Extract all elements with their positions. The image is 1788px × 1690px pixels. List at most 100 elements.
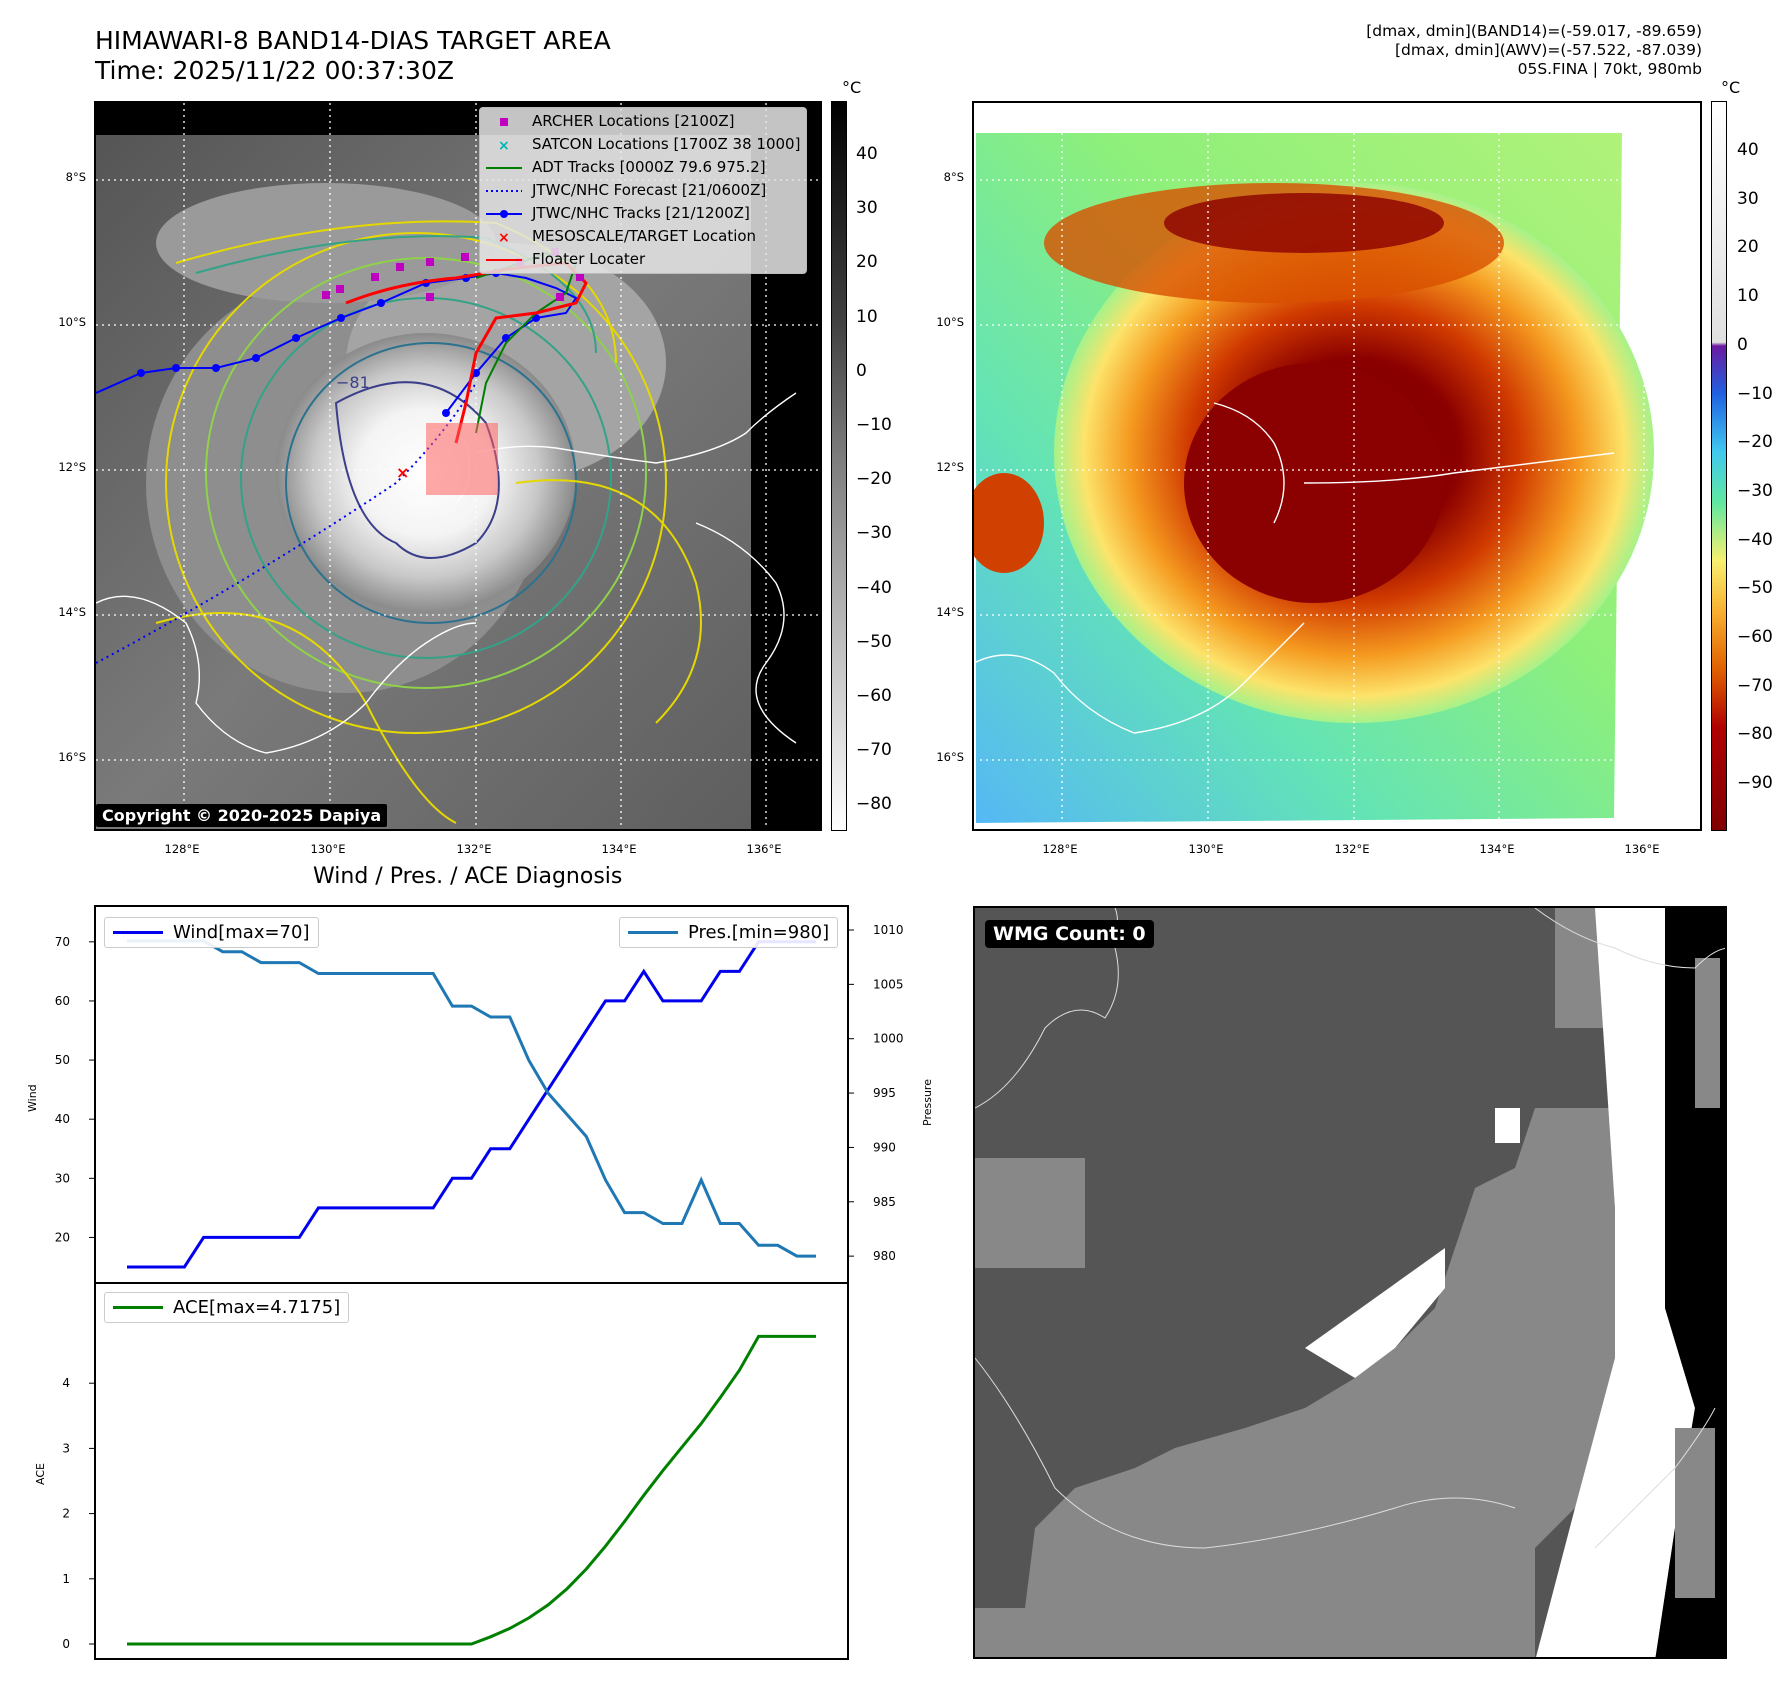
pressure-tick-label-4: 990 xyxy=(873,1140,896,1154)
gray-cbar-tick-10: −60 xyxy=(856,686,892,706)
pressure-series-line xyxy=(127,939,816,1258)
gray-colorbar xyxy=(831,101,847,831)
track-legend-label-4: JTWC/NHC Tracks [21/1200Z] xyxy=(532,204,750,222)
gray-colorbar-unit: °C xyxy=(842,78,862,97)
wind-axis-label: Wind xyxy=(26,1084,39,1112)
lon-label-left-3: 134°E xyxy=(601,842,637,856)
lon-label-right-4: 136°E xyxy=(1624,842,1660,856)
wmg-count-badge: WMG Count: 0 xyxy=(985,920,1154,948)
color-colorbar-unit: °C xyxy=(1721,78,1741,97)
track-legend-item-6: Floater Locater xyxy=(484,248,800,271)
color-ir-panel xyxy=(972,101,1702,831)
color-cbar-tick-4: 0 xyxy=(1737,334,1748,355)
svg-text:×: × xyxy=(396,463,409,482)
wind-tick-label-3: 40 xyxy=(55,1112,70,1126)
gray-cbar-tick-3: 10 xyxy=(856,306,878,327)
lon-label-right-0: 128°E xyxy=(1042,842,1078,856)
gray-cbar-tick-8: −40 xyxy=(856,577,892,598)
ace-legend-text: ACE[max=4.7175] xyxy=(173,1297,341,1318)
track-legend-marker-3 xyxy=(486,189,522,192)
lat-label-left-4: 16°S xyxy=(58,750,86,764)
gray-cbar-tick-12: −80 xyxy=(856,794,892,815)
contour-label: −81 xyxy=(336,373,370,392)
pressure-tick-label-0: 1010 xyxy=(873,923,904,937)
pressure-axis-label: Pressure xyxy=(921,1079,934,1126)
color-cbar-tick-6: −20 xyxy=(1737,432,1773,453)
track-legend-marker-5: × xyxy=(498,230,510,246)
lat-label-right-1: 10°S xyxy=(936,315,964,329)
color-cbar-tick-2: 20 xyxy=(1737,237,1759,258)
ace-axis-label: ACE xyxy=(34,1463,47,1485)
track-legend: ARCHER Locations [2100Z] × SATCON Location… xyxy=(479,107,808,274)
color-cbar-tick-9: −50 xyxy=(1737,578,1773,599)
gray-cbar-tick-4: 0 xyxy=(856,360,867,381)
lat-label-left-0: 8°S xyxy=(65,170,86,184)
gray-cbar-tick-0: 40 xyxy=(856,144,878,164)
pressure-tick-label-1: 1005 xyxy=(873,977,904,991)
lat-label-right-2: 12°S xyxy=(936,460,964,474)
ace-legend: ACE[max=4.7175] xyxy=(104,1292,350,1323)
color-cbar-tick-0: 40 xyxy=(1737,140,1759,160)
color-cbar-tick-5: −10 xyxy=(1737,383,1773,404)
wind-tick-label-4: 30 xyxy=(55,1171,70,1185)
pressure-tick-label-5: 985 xyxy=(873,1195,896,1209)
info-band14: [dmax, dmin](BAND14)=(-59.017, -89.659) xyxy=(1366,22,1702,40)
info-awv: [dmax, dmin](AWV)=(-57.522, -87.039) xyxy=(1395,41,1702,59)
wind-legend-text: Wind[max=70] xyxy=(173,922,310,943)
ace-frame xyxy=(94,1282,849,1660)
ace-tick-label-3: 1 xyxy=(62,1572,70,1586)
track-legend-marker-4 xyxy=(486,209,522,218)
track-legend-item-3: JTWC/NHC Forecast [21/0600Z] xyxy=(484,179,800,202)
ir-map-panel: × −81 Copyright © 2020-2025 Dapiya ARCHE… xyxy=(94,101,822,831)
lon-label-right-1: 130°E xyxy=(1188,842,1224,856)
gray-cbar-tick-6: −20 xyxy=(856,469,892,490)
lat-label-left-1: 10°S xyxy=(58,315,86,329)
lat-label-right-4: 16°S xyxy=(936,750,964,764)
track-legend-label-6: Floater Locater xyxy=(532,250,646,268)
track-legend-label-1: SATCON Locations [1700Z 38 1000] xyxy=(532,135,801,153)
track-legend-marker-2 xyxy=(486,166,522,169)
lon-label-left-0: 128°E xyxy=(164,842,200,856)
gray-cbar-tick-9: −50 xyxy=(856,631,892,652)
svg-text:×: × xyxy=(498,138,510,154)
lon-label-left-1: 130°E xyxy=(310,842,346,856)
ace-tick-label-0: 4 xyxy=(62,1376,70,1390)
pressure-legend-text: Pres.[min=980] xyxy=(688,922,830,943)
wind-tick-label-2: 50 xyxy=(55,1053,70,1067)
color-cbar-tick-12: −80 xyxy=(1737,724,1773,745)
lon-label-right-2: 132°E xyxy=(1334,842,1370,856)
ace-series-line xyxy=(127,1334,816,1646)
pressure-tick-label-6: 980 xyxy=(873,1249,896,1263)
lon-label-left-4: 136°E xyxy=(746,842,782,856)
lat-label-left-2: 12°S xyxy=(58,460,86,474)
gray-cbar-tick-5: −10 xyxy=(856,415,892,435)
color-cbar-tick-10: −60 xyxy=(1737,627,1773,647)
lat-label-left-3: 14°S xyxy=(58,605,86,619)
color-cbar-tick-13: −90 xyxy=(1737,773,1773,794)
ace-tick-label-4: 0 xyxy=(62,1637,70,1651)
diagnosis-title: Wind / Pres. / ACE Diagnosis xyxy=(313,864,623,889)
gray-cbar-tick-2: 20 xyxy=(856,252,878,273)
track-legend-item-0: ARCHER Locations [2100Z] xyxy=(484,110,800,133)
lat-label-right-0: 8°S xyxy=(943,170,964,184)
track-legend-label-3: JTWC/NHC Forecast [21/0600Z] xyxy=(532,181,767,199)
track-legend-label-2: ADT Tracks [0000Z 79.6 975.2] xyxy=(532,158,766,176)
track-legend-marker-1: × xyxy=(498,138,510,154)
color-cbar-tick-3: 10 xyxy=(1737,286,1759,307)
track-legend-item-4: JTWC/NHC Tracks [21/1200Z] xyxy=(484,202,800,225)
color-cbar-tick-8: −40 xyxy=(1737,529,1773,550)
wind-series-line xyxy=(127,940,816,1269)
track-legend-marker-6 xyxy=(486,258,522,261)
color-cbar-tick-7: −30 xyxy=(1737,480,1773,501)
color-ir-image xyxy=(974,103,1700,829)
figure-title: HIMAWARI-8 BAND14-DIAS TARGET AREA xyxy=(95,26,611,55)
pressure-tick-label-2: 1000 xyxy=(873,1032,904,1046)
color-colorbar xyxy=(1711,101,1727,831)
wind-tick-label-1: 60 xyxy=(55,994,70,1008)
lon-label-left-2: 132°E xyxy=(456,842,492,856)
track-legend-marker-0 xyxy=(500,117,508,126)
wind-tick-label-5: 20 xyxy=(55,1230,70,1244)
gray-cbar-tick-1: 30 xyxy=(856,198,878,219)
color-cbar-tick-11: −70 xyxy=(1737,675,1773,696)
